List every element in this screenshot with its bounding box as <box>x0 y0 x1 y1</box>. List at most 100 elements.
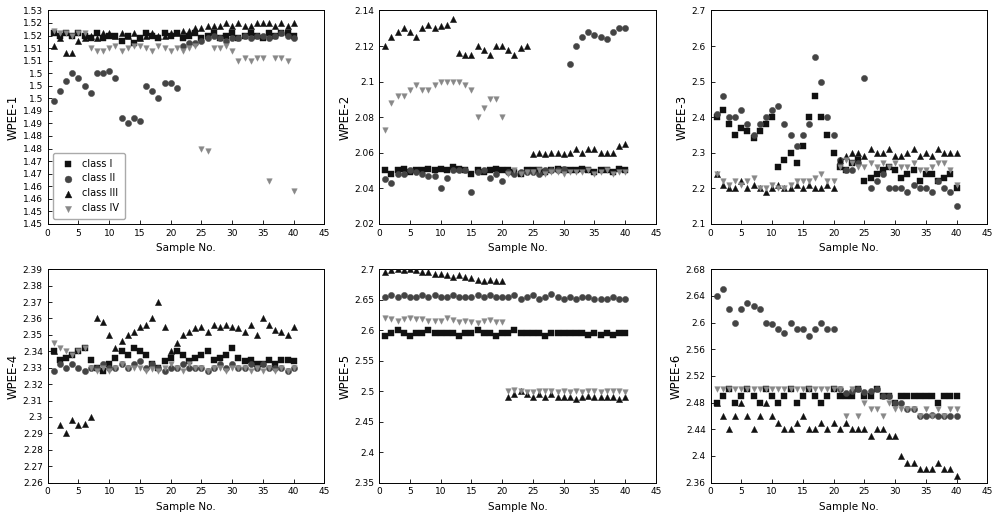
class IV <box>206 364 222 372</box>
class IV <box>856 399 872 407</box>
class II <box>120 119 136 128</box>
class III <box>574 393 590 401</box>
class I <box>181 31 197 39</box>
class II <box>46 367 62 375</box>
class II <box>433 184 449 193</box>
class I <box>537 332 553 340</box>
class I <box>255 360 271 368</box>
class III <box>611 394 627 403</box>
class II <box>918 184 934 193</box>
class II <box>89 364 105 372</box>
class III <box>144 29 160 37</box>
class III <box>924 465 940 473</box>
class IV <box>476 104 492 113</box>
class I <box>783 148 799 157</box>
class III <box>445 15 461 23</box>
class III <box>402 28 418 36</box>
class IV <box>383 315 399 323</box>
class IV <box>377 126 393 134</box>
class III <box>427 24 443 32</box>
class IV <box>599 166 615 174</box>
class III <box>918 148 934 157</box>
class II <box>795 325 811 333</box>
class III <box>550 393 566 401</box>
class III <box>83 413 99 421</box>
class II <box>445 166 461 174</box>
class III <box>568 145 584 153</box>
class I <box>519 329 535 337</box>
class III <box>776 184 792 193</box>
class II <box>844 166 860 174</box>
class II <box>543 166 559 174</box>
class III <box>390 265 406 274</box>
class I <box>531 166 547 174</box>
class I <box>212 354 228 362</box>
class I <box>494 329 510 337</box>
class IV <box>408 315 424 323</box>
class II <box>574 33 590 42</box>
class IV <box>58 347 74 356</box>
class IV <box>525 388 541 397</box>
class III <box>881 432 897 440</box>
class III <box>255 315 271 323</box>
class III <box>832 425 848 433</box>
class IV <box>457 81 473 89</box>
class IV <box>107 42 123 50</box>
class II <box>267 364 283 372</box>
class IV <box>212 44 228 52</box>
class I <box>396 329 412 337</box>
class III <box>531 390 547 399</box>
class III <box>224 21 240 30</box>
class IV <box>230 57 246 65</box>
class I <box>715 106 731 114</box>
class III <box>482 276 498 284</box>
class III <box>206 21 222 30</box>
class IV <box>709 170 725 178</box>
class III <box>513 387 529 395</box>
class III <box>212 21 228 30</box>
class I <box>169 29 185 37</box>
class IV <box>261 364 277 372</box>
class IV <box>568 168 584 176</box>
class I <box>869 170 885 178</box>
class II <box>893 399 909 407</box>
class IV <box>396 315 412 323</box>
class I <box>586 329 602 337</box>
class III <box>89 315 105 323</box>
class I <box>715 392 731 400</box>
class III <box>420 268 436 277</box>
class IV <box>715 385 731 393</box>
class IV <box>605 387 621 395</box>
class III <box>52 421 68 429</box>
class III <box>433 270 449 278</box>
class III <box>280 331 296 339</box>
class I <box>414 166 430 174</box>
class IV <box>255 54 271 62</box>
class II <box>776 329 792 337</box>
class IV <box>52 344 68 352</box>
class III <box>863 432 879 440</box>
class II <box>599 35 615 43</box>
class I <box>556 329 572 337</box>
class II <box>261 34 277 42</box>
class IV <box>126 364 142 372</box>
class II <box>795 131 811 139</box>
class II <box>783 319 799 327</box>
class IV <box>150 367 166 375</box>
class IV <box>844 385 860 393</box>
class III <box>463 51 479 59</box>
class I <box>420 165 436 173</box>
class II <box>832 385 848 393</box>
class II <box>138 364 154 372</box>
class II <box>838 388 854 397</box>
class II <box>942 412 958 420</box>
class IV <box>758 385 774 393</box>
class II <box>543 290 559 298</box>
class III <box>715 412 731 420</box>
class II <box>280 367 296 375</box>
class IV <box>550 168 566 176</box>
class IV <box>568 387 584 395</box>
class II <box>776 120 792 128</box>
class II <box>114 360 130 368</box>
class I <box>218 31 234 39</box>
